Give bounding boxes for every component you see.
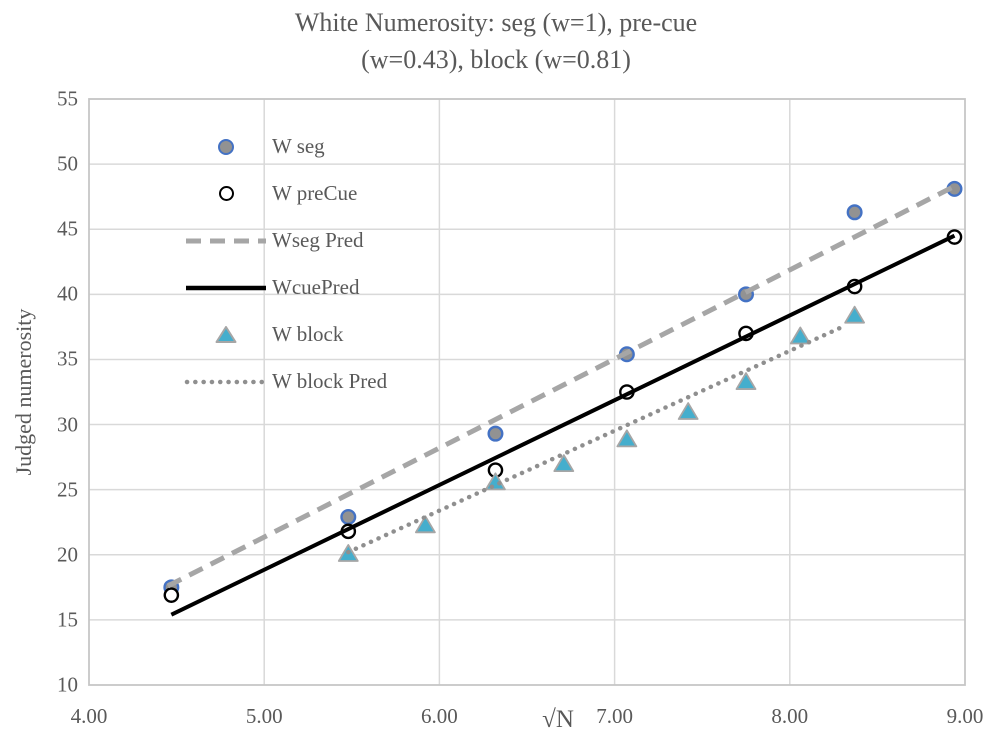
solid-line-icon [186,285,266,290]
y-tick-label: 45 [57,216,78,241]
data-point-w-seg [340,509,357,526]
data-point-w-precue [163,587,180,603]
legend-item-w-block: W block Pred W block [180,311,387,358]
legend-label: Wseg Pred [272,228,364,252]
data-point-w-block [789,326,811,345]
legend-label: W preCue [272,181,358,205]
y-tick-label: 50 [57,151,78,176]
y-tick-label: 15 [57,607,78,632]
x-tick-label: 7.00 [596,704,633,728]
y-tick-label: 10 [57,672,78,697]
data-point-w-block [735,372,757,390]
y-tick-label: 55 [57,86,78,111]
legend-item-wseg-pred: Wseg Pred [180,217,387,264]
y-tick-label: 35 [57,346,78,371]
chart-title: White Numerosity: seg (w=1), pre-cue (w=… [0,4,992,78]
y-tick-label: 20 [57,542,78,567]
series-line-dashed [166,184,956,589]
y-tick-label: 40 [57,281,78,306]
plot-border [88,98,966,686]
x-axis-title: √N [542,706,574,733]
data-point-w-block [414,515,436,534]
data-point-w-block [677,402,699,420]
dotted-line-icon [184,379,268,384]
x-tick-label: 5.00 [245,704,283,728]
chart-legend: W seg W preCue Wseg Pred WcuePred [180,123,387,405]
y-axis-title: Judged numerosity [11,308,36,476]
data-point-w-block [485,472,506,491]
chart-title-line1: White Numerosity: seg (w=1), pre-cue [294,8,698,37]
dashed-line-icon [186,238,266,243]
legend-label: W block [272,322,344,346]
data-point-w-seg [487,425,504,442]
y-tick-label: 25 [57,477,78,502]
series-line-dotted [346,324,845,555]
x-tick-label: 9.00 [946,704,984,728]
legend-item-w-precue: W preCue [180,170,387,217]
triangle-icon [215,326,237,343]
chart-title-line2: (w=0.43), block (w=0.81) [361,45,631,74]
x-tick-label: 8.00 [771,704,809,728]
y-tick-label: 30 [57,412,78,437]
legend-label: W seg [272,134,325,158]
series-line-solid [170,233,956,617]
x-tick-label: 6.00 [421,704,458,728]
data-point-w-block [616,429,638,448]
legend-item-w-seg: W seg [180,123,387,170]
legend-label: W block Pred [272,369,388,393]
x-tick-label: 4.00 [70,704,108,728]
data-point-w-seg [846,204,863,221]
legend-item-w-block-pred: W block Pred [180,358,387,405]
filled-circle-icon [218,138,234,155]
open-circle-icon [218,186,234,201]
legend-label: WcuePred [272,275,360,299]
legend-item-wcuepred: WcuePred [180,264,387,311]
data-point-w-block [553,454,575,473]
data-point-w-block [844,305,866,324]
